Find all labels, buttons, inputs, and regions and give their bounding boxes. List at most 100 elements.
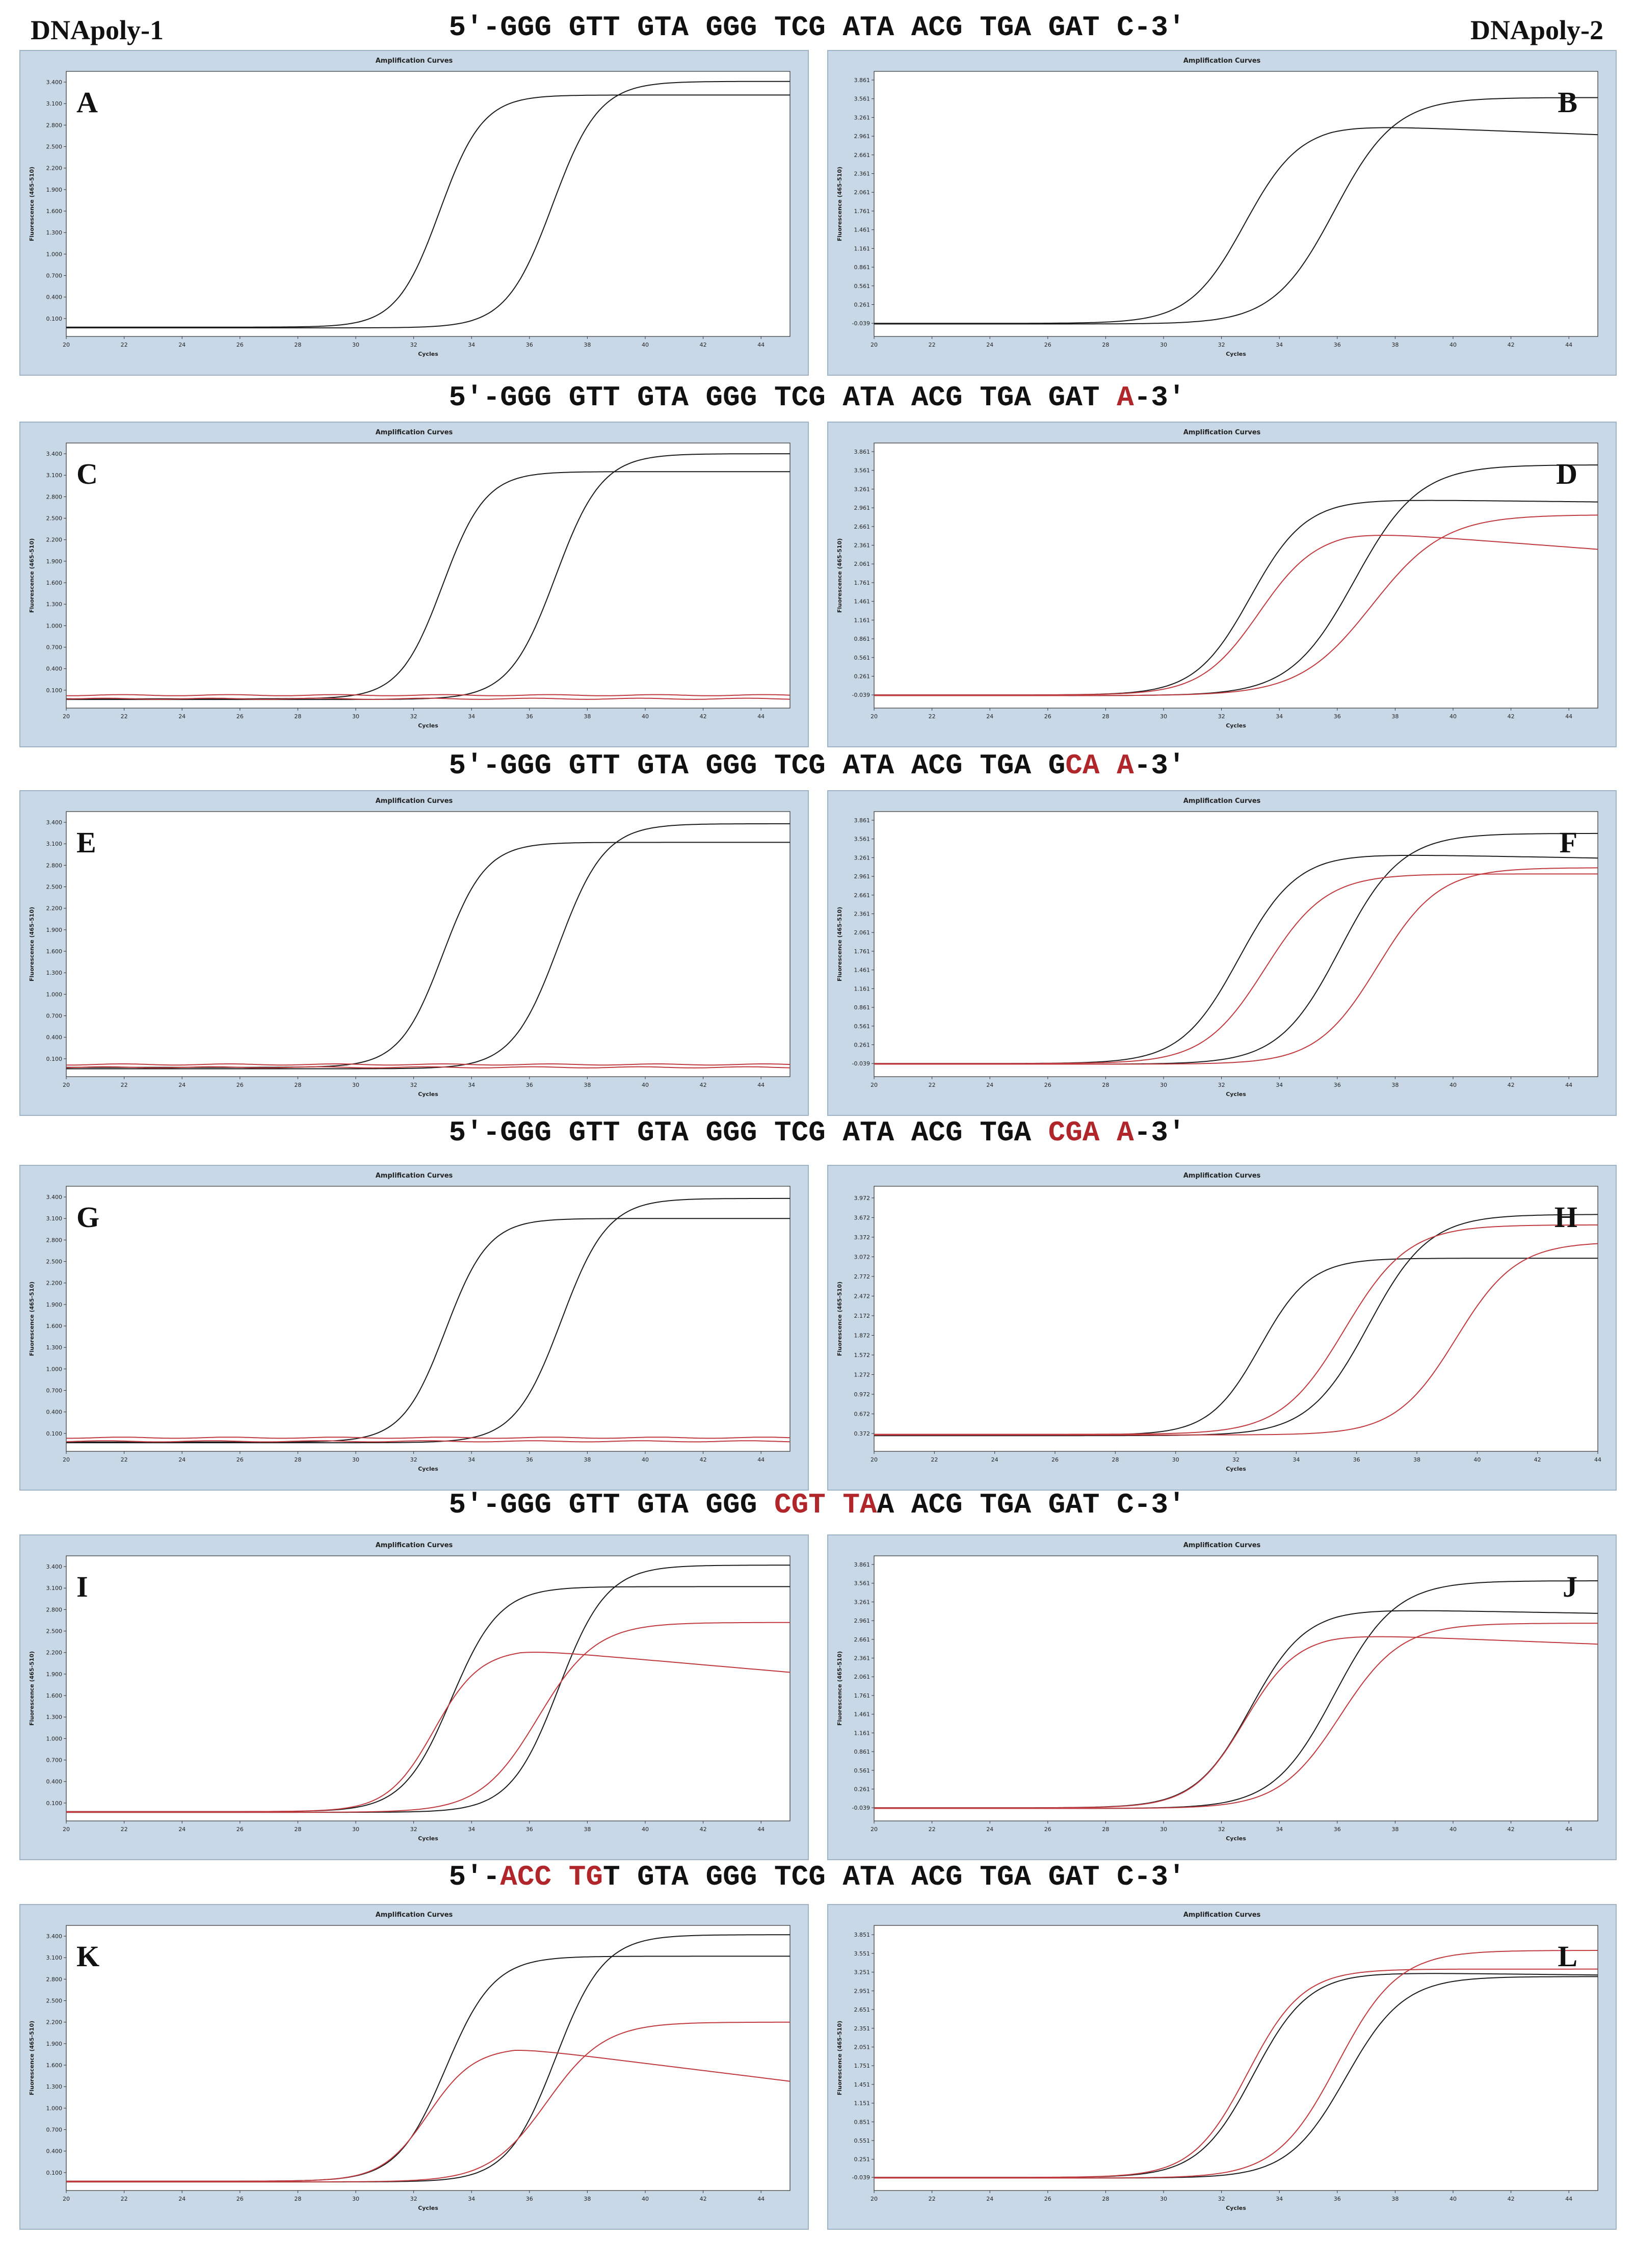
chart-title: Amplification Curves <box>1183 57 1261 65</box>
x-tick-label: 26 <box>236 1082 244 1088</box>
x-tick-label: 42 <box>700 1826 707 1833</box>
y-tick-label: 1.600 <box>46 208 63 215</box>
y-tick-label: 0.100 <box>46 1800 63 1807</box>
y-tick-label: 0.400 <box>46 666 63 672</box>
x-tick-label: 30 <box>1160 2196 1167 2202</box>
x-tick-label: 36 <box>1334 1082 1341 1088</box>
x-tick-label: 20 <box>63 1826 70 1833</box>
plot-area <box>66 1925 790 2191</box>
x-axis-label: Cycles <box>1226 722 1246 729</box>
chart-title: Amplification Curves <box>375 429 453 436</box>
x-tick-label: 30 <box>1160 1826 1167 1833</box>
y-tick-label: 2.200 <box>46 1280 63 1287</box>
y-tick-label: 2.800 <box>46 1606 63 1613</box>
y-tick-label: 0.561 <box>854 1767 871 1774</box>
x-tick-label: 26 <box>1044 1826 1051 1833</box>
variant-amplification-curve <box>66 697 790 700</box>
y-tick-label: 3.861 <box>854 77 871 84</box>
y-tick-label: 1.000 <box>46 991 63 998</box>
sequence-segment: -3′ <box>1134 381 1185 414</box>
x-tick-label: 22 <box>121 1826 128 1833</box>
sequence-mismatch: CA A <box>1065 749 1134 782</box>
variant-amplification-curve <box>66 1066 790 1068</box>
y-tick-label: 2.661 <box>854 524 871 530</box>
x-tick-label: 26 <box>1051 1456 1059 1463</box>
y-tick-label: 1.000 <box>46 251 63 257</box>
y-tick-label: 1.300 <box>46 1714 63 1720</box>
target-amplification-curve <box>874 127 1598 324</box>
panel-letter: G <box>76 1201 99 1234</box>
x-tick-label: 34 <box>1276 1826 1283 1833</box>
x-tick-label: 20 <box>871 1826 878 1833</box>
chart-svg: 0.100 0.400 0.700 1.000 1.300 1.600 1.900 2.200… <box>29 442 790 729</box>
x-tick-label: 42 <box>700 713 707 720</box>
x-tick-label: 44 <box>757 2196 765 2202</box>
sequence-segment: -3′ <box>1134 1116 1185 1149</box>
y-tick-label: 2.800 <box>46 1976 63 1983</box>
y-tick-label: 3.261 <box>854 486 871 492</box>
y-tick-label: 2.061 <box>854 1674 871 1680</box>
x-tick-label: 38 <box>1391 1826 1399 1833</box>
chart-title: Amplification Curves <box>375 57 453 65</box>
y-tick-label: 3.400 <box>46 79 63 86</box>
y-tick-label: 2.051 <box>854 2044 871 2050</box>
y-axis-label: Fluorescence (465-510) <box>29 167 35 241</box>
plot-area <box>66 442 790 709</box>
y-tick-label: 0.261 <box>854 301 871 308</box>
x-tick-label: 40 <box>1473 1456 1481 1463</box>
dnapoly2-label: DNApoly-2 <box>1470 15 1603 45</box>
y-tick-label: 1.000 <box>46 2105 63 2111</box>
x-tick-label: 40 <box>1449 1082 1457 1088</box>
panel-letter: K <box>76 1940 99 1973</box>
y-tick-label: 3.400 <box>46 819 63 826</box>
y-tick-label: 1.900 <box>46 1671 63 1678</box>
x-tick-label: 28 <box>1102 342 1109 348</box>
x-tick-label: 22 <box>929 2196 936 2202</box>
variant-amplification-curve <box>66 1440 790 1443</box>
x-tick-label: 24 <box>178 713 186 720</box>
sequence-segment: T GTA GGG TCG ATA ACG TGA GAT C-3′ <box>602 1861 1185 1893</box>
x-tick-label: 26 <box>1044 342 1051 348</box>
y-tick-label: 0.700 <box>46 1757 63 1764</box>
y-tick-label: 0.861 <box>854 1749 871 1755</box>
x-tick-label: 34 <box>468 1826 475 1833</box>
y-tick-label: 2.500 <box>46 1259 63 1265</box>
y-axis-label: Fluorescence (465-510) <box>836 1651 843 1726</box>
variant-amplification-curve <box>874 873 1598 1064</box>
x-tick-label: 24 <box>178 342 186 348</box>
x-axis-label: Cycles <box>1226 351 1246 357</box>
panel-letter: L <box>1558 1940 1577 1973</box>
x-tick-label: 20 <box>63 1456 70 1463</box>
x-tick-label: 42 <box>1508 1082 1515 1088</box>
x-tick-label: 30 <box>1160 1082 1167 1088</box>
y-tick-label: 1.000 <box>46 622 63 629</box>
x-tick-label: 34 <box>468 713 475 720</box>
x-tick-label: 24 <box>986 342 993 348</box>
x-tick-label: 30 <box>352 1456 359 1463</box>
y-tick-label: 3.400 <box>46 1194 63 1201</box>
chart-svg: -0.039 0.261 0.561 0.861 1.161 1.461 1.761 2.06… <box>836 811 1598 1098</box>
x-tick-label: 24 <box>986 2196 993 2202</box>
x-tick-label: 26 <box>236 2196 244 2202</box>
y-tick-label: 2.651 <box>854 2006 871 2013</box>
y-tick-label: 3.861 <box>854 817 871 824</box>
y-tick-label: 1.872 <box>854 1332 871 1339</box>
y-tick-label: 0.861 <box>854 636 871 642</box>
x-tick-label: 22 <box>121 1456 128 1463</box>
sequence-mismatch: CGA A <box>1048 1116 1134 1149</box>
variant-amplification-curve <box>66 1437 790 1439</box>
y-tick-label: 1.000 <box>46 1735 63 1742</box>
x-tick-label: 34 <box>1293 1456 1300 1463</box>
x-tick-label: 30 <box>352 713 359 720</box>
chart-svg: -0.039 0.261 0.561 0.861 1.161 1.461 1.761 2.06… <box>836 71 1598 357</box>
x-tick-label: 26 <box>236 1456 244 1463</box>
x-tick-label: 36 <box>1334 2196 1341 2202</box>
y-tick-label: 0.561 <box>854 283 871 290</box>
variant-amplification-curve <box>874 535 1598 696</box>
variant-amplification-curve <box>66 1622 790 1813</box>
variant-amplification-curve <box>874 1636 1598 1809</box>
x-tick-label: 42 <box>700 342 707 348</box>
sequence-segment: 5′- <box>449 1861 500 1893</box>
chart-svg: 0.100 0.400 0.700 1.000 1.300 1.600 1.900 2.200… <box>29 71 790 357</box>
y-tick-label: 0.251 <box>854 2156 871 2163</box>
